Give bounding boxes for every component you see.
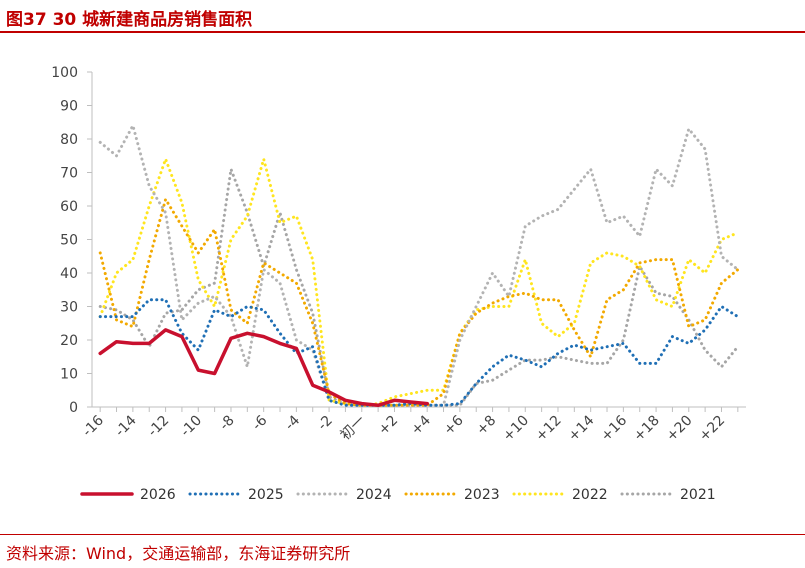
series-2025-line [98,298,740,407]
x-tick-label: +2 [375,413,401,439]
x-tick-label: +22 [696,413,728,445]
x-tick-label: +12 [533,413,565,445]
y-tick-label: 20 [60,333,78,349]
footer-rule [0,534,805,535]
x-tick-label: -6 [249,412,270,433]
legend-label-2021: 2021 [680,487,716,503]
series-layer [98,124,740,408]
y-tick-label: 90 [60,99,78,115]
y-tick-label: 80 [60,132,78,148]
legend-label-2025: 2025 [248,487,284,503]
x-tick-label: -16 [80,412,108,440]
x-tick-label: +10 [500,413,532,445]
x-tick-label: -8 [217,413,238,434]
title-rule [0,31,805,33]
x-tick-label: +4 [408,412,434,438]
y-tick-label: 40 [60,266,78,282]
y-tick-label: 30 [60,300,78,316]
series-2026-line [98,328,429,408]
y-tick-label: 10 [60,367,78,383]
x-tick-label: +18 [631,413,663,445]
x-tick-label: -4 [282,412,303,433]
x-tick-label: -2 [315,413,336,434]
x-tick-label: -10 [178,413,205,440]
header: 图37 30 城新建商品房销售面积 [0,0,805,34]
legend-label-2026: 2026 [140,487,176,503]
x-tick-label: 初一 [337,412,369,444]
y-tick-label: 60 [60,199,78,215]
series-2021-line [98,167,740,407]
legend-label-2024: 2024 [356,487,392,503]
legend: 2026 2025 2024 2023 2022 2021 [80,487,716,503]
x-tick-label: +8 [473,413,499,439]
y-tick-label: 70 [60,166,78,182]
legend-label-2023: 2023 [464,487,500,503]
x-tick-label: -14 [112,412,140,440]
x-tick-label: +16 [598,412,630,444]
x-tick-label: -12 [145,413,172,440]
y-tick-label: 50 [60,233,78,249]
source-note: 资料来源：Wind，交通运输部，东海证券研究所 [6,544,351,563]
x-tick-label: +20 [663,413,695,445]
chart-title: 图37 30 城新建商品房销售面积 [6,10,253,30]
x-tick-label: +14 [565,412,597,444]
x-tick-label: +6 [441,412,467,438]
x-axis: -16 -14 -12 -10 -8 -6 -4 -2 初一 +2 +4 +6 +8 +10 +12 +14 +… [80,407,739,445]
y-axis: 0 10 20 30 40 50 60 70 80 90 100 [51,65,92,416]
legend-label-2022: 2022 [572,487,608,503]
series-2022-line [98,157,740,407]
y-tick-label: 100 [51,65,78,81]
y-tick-label: 0 [69,400,78,416]
